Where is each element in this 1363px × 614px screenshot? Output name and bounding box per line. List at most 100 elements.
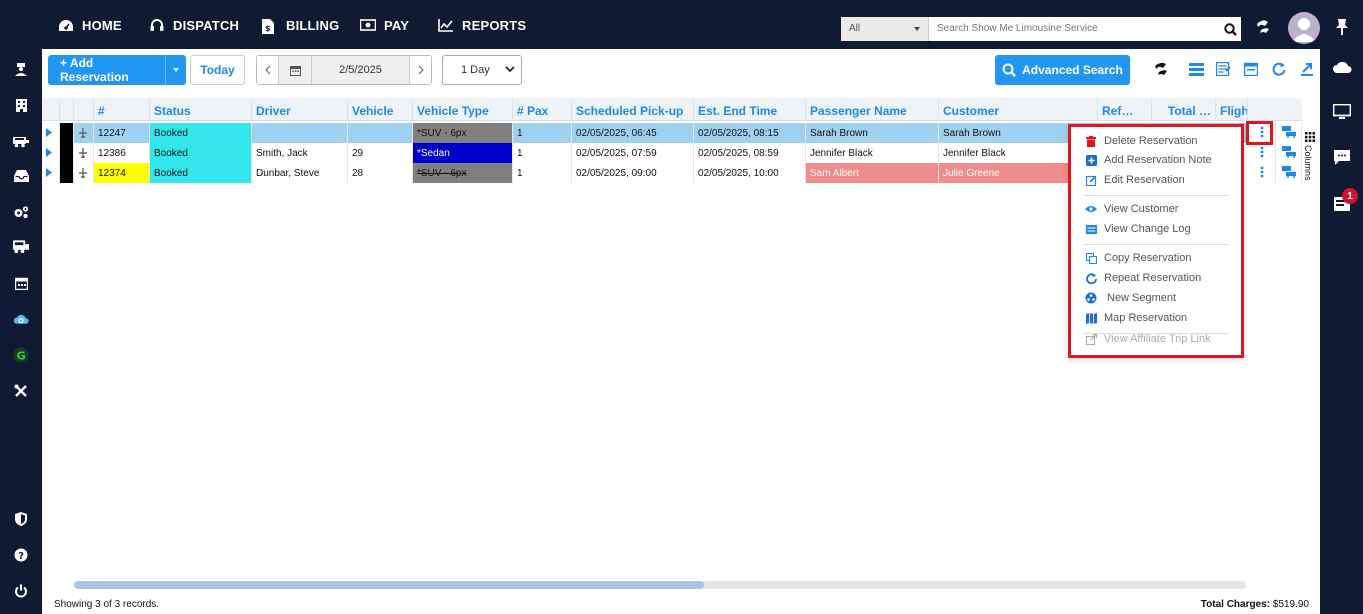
col-est-end-time[interactable]: Est. End Time <box>694 98 806 121</box>
expand-row-icon[interactable] <box>42 163 60 183</box>
menu-view-customer[interactable]: View Customer <box>1085 201 1178 217</box>
col-scheduled-pickup[interactable]: Scheduled Pick-up <box>572 98 694 121</box>
cell-status: Booked <box>150 163 252 183</box>
bus-icon[interactable] <box>13 239 29 255</box>
menu-copy-reservation[interactable]: Copy Reservation <box>1085 250 1191 266</box>
date-input[interactable]: 2/5/2025 <box>312 56 410 84</box>
range-select[interactable]: 1 Day <box>442 55 522 85</box>
add-reservation-button[interactable]: + Add Reservation <box>48 55 186 85</box>
nav-pay[interactable]: PAY <box>359 18 409 33</box>
assign-vehicle-icon[interactable] <box>1276 163 1302 183</box>
records-count: Showing 3 of 3 records. <box>54 599 160 610</box>
today-button[interactable]: Today <box>190 55 245 85</box>
col-vehicle-type[interactable]: Vehicle Type <box>413 98 513 121</box>
calendar-icon[interactable] <box>13 275 29 291</box>
assign-vehicle-icon[interactable] <box>1276 143 1302 163</box>
cell-pax: 1 <box>513 163 572 183</box>
search-icon[interactable] <box>1219 17 1241 41</box>
expand-row-icon[interactable] <box>42 123 60 143</box>
col-vehicle[interactable]: Vehicle <box>348 98 413 121</box>
chat-icon[interactable] <box>1332 148 1352 166</box>
menu-map-reservation[interactable]: Map Reservation <box>1085 310 1187 326</box>
assign-vehicle-icon[interactable] <box>1276 123 1302 143</box>
driver-icon[interactable] <box>13 61 29 77</box>
calendar-icon[interactable] <box>278 56 312 84</box>
nav-home[interactable]: HOME <box>58 18 122 33</box>
nav-reports[interactable]: REPORTS <box>438 18 526 33</box>
col-status[interactable]: Status <box>150 98 252 121</box>
columns-panel-toggle[interactable]: Columns <box>1302 127 1320 197</box>
notes-icon[interactable] <box>1214 60 1232 78</box>
cloud-sync-icon[interactable] <box>13 311 29 327</box>
row-actions-kebab[interactable] <box>1248 123 1276 143</box>
search-scope-select[interactable]: All <box>841 17 929 41</box>
row-actions-kebab[interactable] <box>1248 163 1276 183</box>
cell-pax: 1 <box>513 143 572 163</box>
g-logo-icon[interactable]: G <box>13 347 29 363</box>
table-row[interactable]: 12247 Booked *SUV - 6px 1 02/05/2025, 06… <box>42 123 1302 143</box>
footprint-icon[interactable] <box>1254 18 1272 36</box>
cell-vehicle-type: *Sedan <box>413 143 513 163</box>
menu-view-change-log[interactable]: View Change Log <box>1085 221 1191 237</box>
advanced-search-button[interactable]: Advanced Search <box>995 55 1130 85</box>
building-icon[interactable] <box>13 97 29 113</box>
col-passenger-name[interactable]: Passenger Name <box>806 98 939 121</box>
table-row[interactable]: 12386 Booked Smith, Jack 29 *Sedan 1 02/… <box>42 143 1302 163</box>
monitor-icon[interactable] <box>1332 103 1352 121</box>
shuttle-icon[interactable] <box>13 133 29 149</box>
horizontal-scrollbar[interactable] <box>74 581 1246 589</box>
footprint-icon[interactable] <box>1152 60 1170 78</box>
repeat-icon <box>1085 272 1097 284</box>
export-icon[interactable] <box>1298 60 1316 78</box>
search-icon <box>1002 63 1017 77</box>
col-customer[interactable]: Customer <box>939 98 1098 121</box>
top-nav-bar: HOME DISPATCH $ BILLING PAY REPORTS All … <box>0 0 1363 49</box>
table-row[interactable]: 12374 Booked Dunbar, Steve 28 *SUV - 6px… <box>42 163 1302 183</box>
inbox-icon[interactable] <box>13 168 29 184</box>
pin-icon[interactable] <box>1334 18 1350 36</box>
cell-driver <box>252 123 348 143</box>
cloud-icon[interactable] <box>1332 58 1352 76</box>
col-driver[interactable]: Driver <box>252 98 348 121</box>
nav-billing[interactable]: $ BILLING <box>262 18 339 34</box>
col-flight[interactable]: Flight <box>1216 98 1248 121</box>
scrollbar-thumb[interactable] <box>74 581 704 589</box>
headset-icon <box>149 18 165 33</box>
menu-delete-reservation[interactable]: Delete Reservation <box>1085 133 1198 149</box>
gears-icon[interactable] <box>13 204 29 220</box>
menu-view-affiliate-trip-link[interactable]: View Affiliate Trip Link <box>1085 331 1211 347</box>
global-search: All Search Show Me Limousine Service <box>841 17 1241 41</box>
col-number[interactable]: # <box>94 98 150 121</box>
refresh-icon[interactable] <box>1270 60 1288 78</box>
power-icon[interactable] <box>13 583 29 599</box>
list-view-icon[interactable] <box>1187 60 1205 78</box>
shield-icon[interactable] <box>13 511 29 527</box>
avatar[interactable] <box>1288 12 1320 44</box>
menu-separator <box>1083 333 1229 334</box>
col-pax[interactable]: # Pax <box>513 98 572 121</box>
menu-repeat-reservation[interactable]: Repeat Reservation <box>1085 270 1201 286</box>
grid-header-row: # Status Driver Vehicle Vehicle Type # P… <box>42 98 1302 121</box>
nav-dispatch[interactable]: DISPATCH <box>149 18 239 33</box>
next-day-button[interactable] <box>410 56 431 84</box>
menu-view-change-log-label: View Change Log <box>1104 223 1191 235</box>
help-icon[interactable]: ? <box>13 547 29 563</box>
cell-vehicle-type: *SUV - 6px <box>413 123 513 143</box>
menu-add-reservation-note[interactable]: Add Reservation Note <box>1085 152 1212 168</box>
prev-day-button[interactable] <box>257 56 278 84</box>
cell-end-time: 02/05/2025, 08:59 <box>694 143 806 163</box>
airplane-icon <box>74 143 94 163</box>
menu-edit-reservation[interactable]: Edit Reservation <box>1085 172 1185 188</box>
calendar-view-icon[interactable] <box>1242 60 1260 78</box>
trip-type-column-header <box>74 98 94 121</box>
col-ref[interactable]: Ref… <box>1098 98 1152 121</box>
row-flag <box>60 123 74 143</box>
tools-icon[interactable] <box>13 383 29 399</box>
search-input[interactable]: Search Show Me Limousine Service <box>937 23 1098 34</box>
col-total[interactable]: Total … <box>1152 98 1216 121</box>
row-actions-kebab[interactable] <box>1248 143 1276 163</box>
menu-new-segment[interactable]: New Segment <box>1085 290 1176 306</box>
add-reservation-dropdown[interactable] <box>165 55 186 85</box>
advanced-search-label: Advanced Search <box>1022 63 1123 77</box>
expand-row-icon[interactable] <box>42 143 60 163</box>
